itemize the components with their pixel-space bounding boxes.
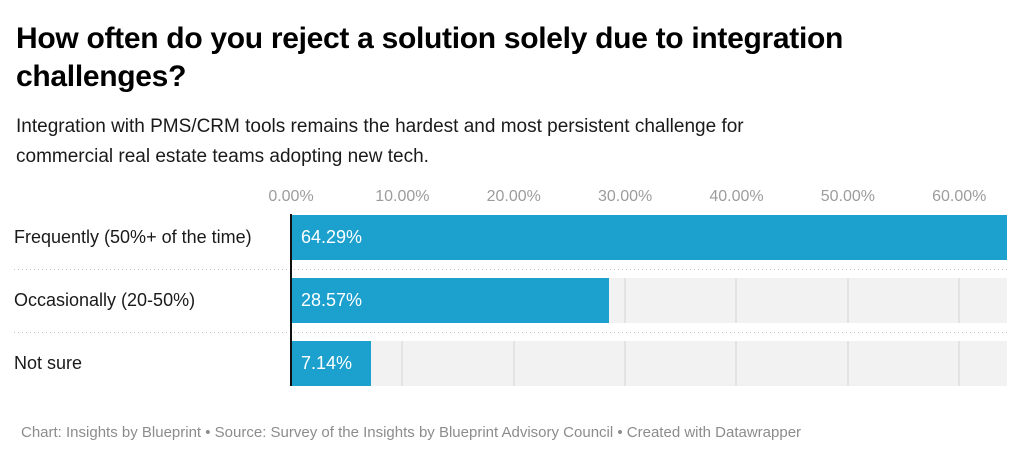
x-axis-tick-label: 10.00% <box>375 188 430 205</box>
bar-row-frequently: Frequently (50%+ of the time) 64.29% <box>0 215 1007 270</box>
bar-plot: 64.29% <box>291 215 1007 260</box>
gridline <box>512 341 515 386</box>
y-axis-line <box>290 214 292 386</box>
gridline <box>846 278 849 323</box>
gridline <box>846 341 849 386</box>
chart-title: How often do you reject a solution solel… <box>16 20 1008 96</box>
value-label: 7.14% <box>301 353 353 373</box>
chart-subtitle-line-2: commercial real estate teams adopting ne… <box>16 146 429 167</box>
bar-plot: 7.14% <box>291 341 1007 386</box>
x-axis: 0.00% 10.00% 20.00% 30.00% 40.00% 50.00%… <box>268 188 1007 208</box>
gridline <box>735 278 738 323</box>
chart-subtitle-line-1: Integration with PMS/CRM tools remains t… <box>16 116 744 137</box>
category-label: Not sure <box>14 353 83 373</box>
bar-occasionally: 28.57% <box>291 278 610 323</box>
x-axis-tick-label: 0.00% <box>268 188 314 205</box>
bar-frequently: 64.29% <box>291 215 1007 260</box>
chart-credit: Chart: Insights by Blueprint • Source: S… <box>21 424 802 441</box>
category-label: Occasionally (20-50%) <box>14 290 196 310</box>
chart-subtitle: Integration with PMS/CRM tools remains t… <box>16 112 1008 172</box>
chart-title-line-1: How often do you reject a solution solel… <box>16 22 844 55</box>
x-axis-tick-label: 30.00% <box>597 188 653 205</box>
plot-area: Frequently (50%+ of the time) 64.29% Occ… <box>0 214 1007 386</box>
bar-plot: 28.57% <box>291 278 1007 323</box>
x-axis-tick-label: 40.00% <box>709 188 764 205</box>
value-label: 28.57% <box>301 290 363 310</box>
value-label: 64.29% <box>301 227 363 247</box>
gridline <box>958 278 961 323</box>
gridline <box>624 341 627 386</box>
chart-title-line-2: challenges? <box>16 60 187 93</box>
gridline <box>624 278 627 323</box>
gridline <box>958 341 961 386</box>
bar-chart: 0.00% 10.00% 20.00% 30.00% 40.00% 50.00%… <box>0 188 1024 386</box>
gridline <box>735 341 738 386</box>
x-axis-tick-label: 50.00% <box>820 188 875 205</box>
x-axis-tick-label: 60.00% <box>932 188 987 205</box>
bar-track <box>291 341 1007 386</box>
bar-not-sure: 7.14% <box>291 341 371 386</box>
gridline <box>401 341 404 386</box>
bar-row-not-sure: Not sure 7.14% <box>0 341 1007 386</box>
bar-row-occasionally: Occasionally (20-50%) 28.57% <box>0 278 1007 333</box>
x-axis-tick-label: 20.00% <box>486 188 541 205</box>
category-label: Frequently (50%+ of the time) <box>14 227 252 247</box>
